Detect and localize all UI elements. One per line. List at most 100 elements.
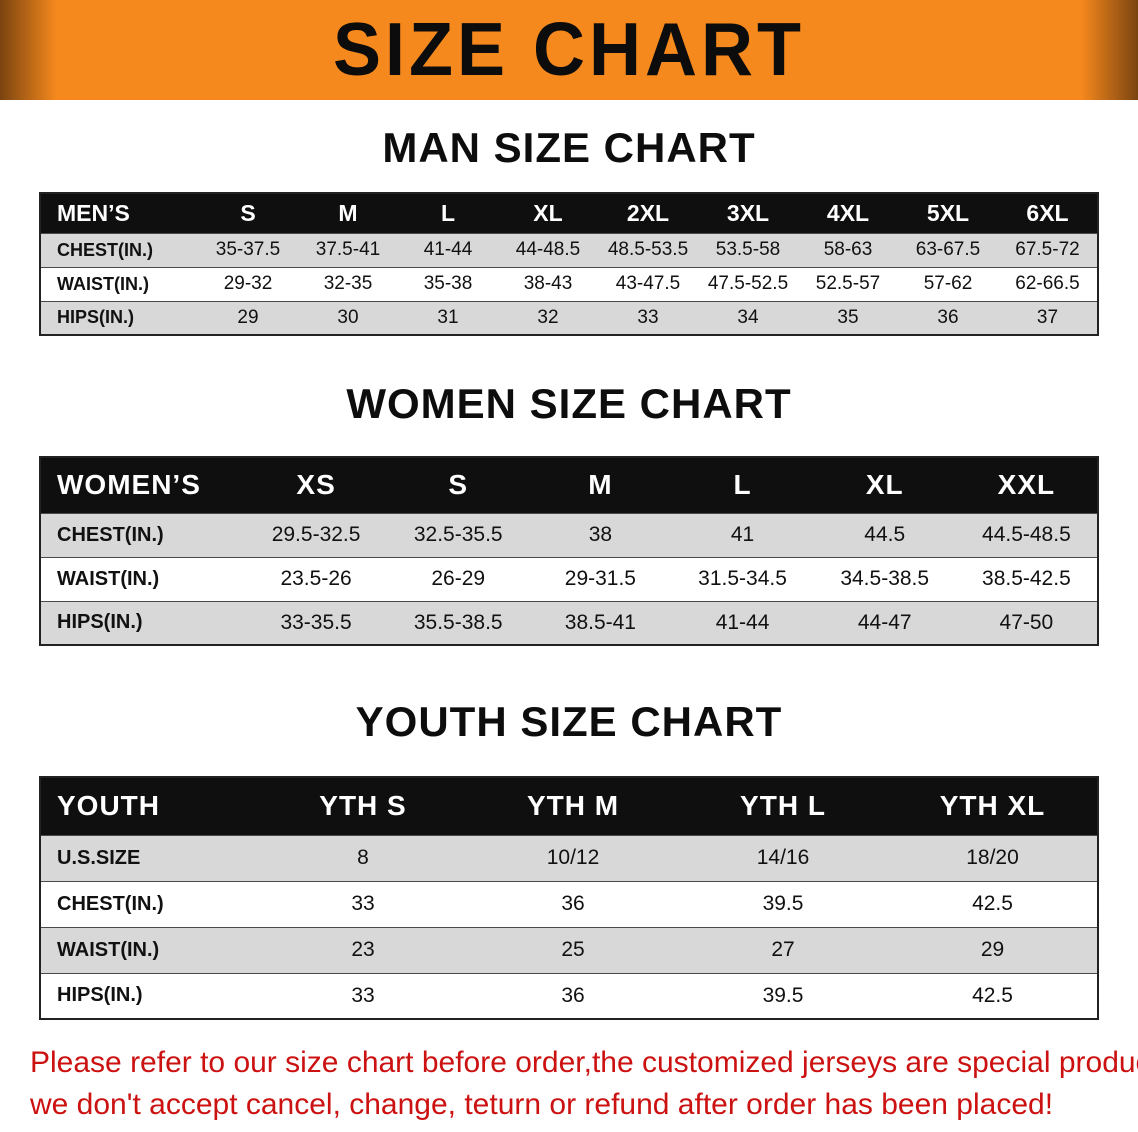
table-cell: 63-67.5 [915, 239, 981, 260]
table-cell: 29-31.5 [564, 567, 636, 590]
table-row: WAIST(IN.) 29-32 32-35 35-38 38-43 43-47.5 47.… [40, 267, 1098, 301]
table-cell: 41-44 [715, 610, 770, 634]
row-label-cell: WAIST(IN.) [57, 938, 160, 961]
disclaimer-line-1: Please refer to our size chart before or… [30, 1046, 1138, 1079]
table-cell: 14/16 [756, 846, 810, 869]
table-title-cell: YOUTH [40, 777, 258, 835]
table-cell: 47-50 [999, 610, 1054, 634]
table-cell: 58-63 [823, 239, 873, 260]
table-row: WAIST(IN.) 23.5-26 26-29 29-31.5 31.5-34.5 34… [40, 557, 1098, 601]
women-section-title: WOMEN SIZE CHART [346, 380, 792, 427]
size-header-cell: S [198, 193, 298, 233]
table-cell: 27 [771, 938, 795, 961]
disclaimer: Please refer to our size chart before or… [0, 1042, 1138, 1126]
table-cell: 39.5 [762, 983, 804, 1007]
disclaimer-line-2: we don't accept cancel, change, teturn o… [30, 1088, 1054, 1121]
table-cell: 18/20 [966, 846, 1019, 869]
size-header-cell: YTH XL [888, 777, 1098, 835]
row-label-cell: CHEST(IN.) [57, 892, 164, 915]
size-header-cell: XL [498, 193, 598, 233]
size-header-cell: M [298, 193, 398, 233]
table-cell: 34.5-38.5 [840, 567, 930, 590]
size-header-cell: 2XL [598, 193, 698, 233]
table-cell: 32 [537, 306, 559, 328]
table-row: HIPS(IN.) 33-35.5 35.5-38.5 38.5-41 41-44 44-… [40, 601, 1098, 645]
table-cell: 32.5-35.5 [413, 523, 503, 546]
page-title: SIZE CHART [333, 8, 805, 93]
table-cell: 26-29 [431, 567, 486, 590]
table-cell: 38 [588, 523, 613, 546]
table-cell: 38.5-41 [564, 610, 636, 634]
men-size-section: MAN SIZE CHART MEN’S S M L XL 2XL 3XL 4XL 5XL 6XL… [0, 124, 1138, 336]
table-cell: 32-35 [323, 273, 373, 294]
size-header-cell: 3XL [698, 193, 798, 233]
men-section-title: MAN SIZE CHART [382, 124, 756, 171]
table-cell: 29 [237, 306, 259, 328]
table-cell: 57-62 [923, 273, 973, 294]
table-row: WAIST(IN.) 23 25 27 29 [40, 927, 1098, 973]
table-row: HIPS(IN.) 29 30 31 32 33 34 35 36 37 [40, 301, 1098, 335]
table-cell: 35 [837, 306, 859, 328]
table-cell: 35.5-38.5 [413, 610, 503, 634]
table-cell: 23 [351, 938, 375, 961]
table-row: CHEST(IN.) 33 36 39.5 42.5 [40, 881, 1098, 927]
table-cell: 44-48.5 [515, 239, 581, 260]
table-title-cell: MEN’S [40, 193, 198, 233]
table-cell: 34 [737, 306, 759, 328]
size-header-cell: YTH L [678, 777, 888, 835]
size-header-cell: XS [245, 457, 388, 513]
table-cell: 43-47.5 [615, 273, 681, 294]
table-cell: 33 [637, 306, 659, 328]
row-label-cell: HIPS(IN.) [57, 611, 143, 634]
size-header-cell: 6XL [998, 193, 1098, 233]
table-cell: 42.5 [972, 983, 1013, 1007]
size-header-cell: L [671, 457, 814, 513]
size-header-cell: XL [813, 457, 956, 513]
table-cell: 29-32 [223, 273, 273, 294]
size-header-cell: YTH S [258, 777, 468, 835]
table-cell: 29 [980, 938, 1005, 961]
table-cell: 48.5-53.5 [607, 239, 689, 260]
table-cell: 52.5-57 [815, 273, 881, 294]
youth-size-table: YOUTH YTH S YTH M YTH L YTH XL U.S.SIZE 8 10/12… [39, 776, 1099, 1020]
size-header-cell: S [387, 457, 530, 513]
table-cell: 30 [337, 306, 359, 328]
table-cell: 44.5 [864, 523, 906, 546]
table-header-row: WOMEN’S XS S M L XL XXL [40, 457, 1098, 513]
table-cell: 39.5 [762, 892, 804, 915]
size-header-cell: M [529, 457, 672, 513]
row-label-cell: HIPS(IN.) [57, 984, 143, 1007]
youth-section-title: YOUTH SIZE CHART [355, 698, 783, 745]
banner: SIZE CHART [0, 0, 1138, 100]
table-cell: 35-37.5 [215, 239, 281, 260]
table-cell: 10/12 [546, 846, 600, 869]
table-cell: 31.5-34.5 [698, 567, 787, 590]
table-cell: 35-38 [423, 273, 473, 294]
table-cell: 38-43 [523, 273, 573, 294]
youth-size-section: YOUTH SIZE CHART YOUTH YTH S YTH M YTH L YTH… [0, 698, 1138, 1020]
table-cell: 23.5-26 [280, 567, 352, 590]
women-size-table: WOMEN’S XS S M L XL XXL CHEST(IN.) 29.5-32.5 32.5… [39, 456, 1099, 646]
table-cell: 37 [1036, 306, 1059, 328]
table-title-cell: WOMEN’S [40, 457, 245, 513]
table-cell: 44-47 [857, 610, 912, 634]
table-cell: 29.5-32.5 [271, 523, 361, 546]
row-label-cell: HIPS(IN.) [57, 307, 135, 328]
table-row: HIPS(IN.) 33 36 39.5 42.5 [40, 973, 1098, 1019]
row-label-cell: U.S.SIZE [57, 846, 141, 869]
row-label-cell: WAIST(IN.) [57, 273, 149, 294]
table-cell: 25 [561, 938, 585, 961]
table-cell: 38.5-42.5 [982, 567, 1071, 590]
table-cell: 62-66.5 [1015, 273, 1080, 294]
table-cell: 41 [730, 523, 755, 546]
size-header-cell: 4XL [798, 193, 898, 233]
table-cell: 37.5-41 [315, 239, 381, 260]
table-cell: 31 [437, 306, 459, 328]
table-cell: 33 [351, 983, 375, 1007]
size-header-cell: 5XL [898, 193, 998, 233]
size-header-cell: YTH M [468, 777, 678, 835]
table-cell: 42.5 [972, 892, 1013, 915]
row-label-cell: WAIST(IN.) [57, 567, 160, 590]
row-label-cell: CHEST(IN.) [57, 239, 153, 260]
